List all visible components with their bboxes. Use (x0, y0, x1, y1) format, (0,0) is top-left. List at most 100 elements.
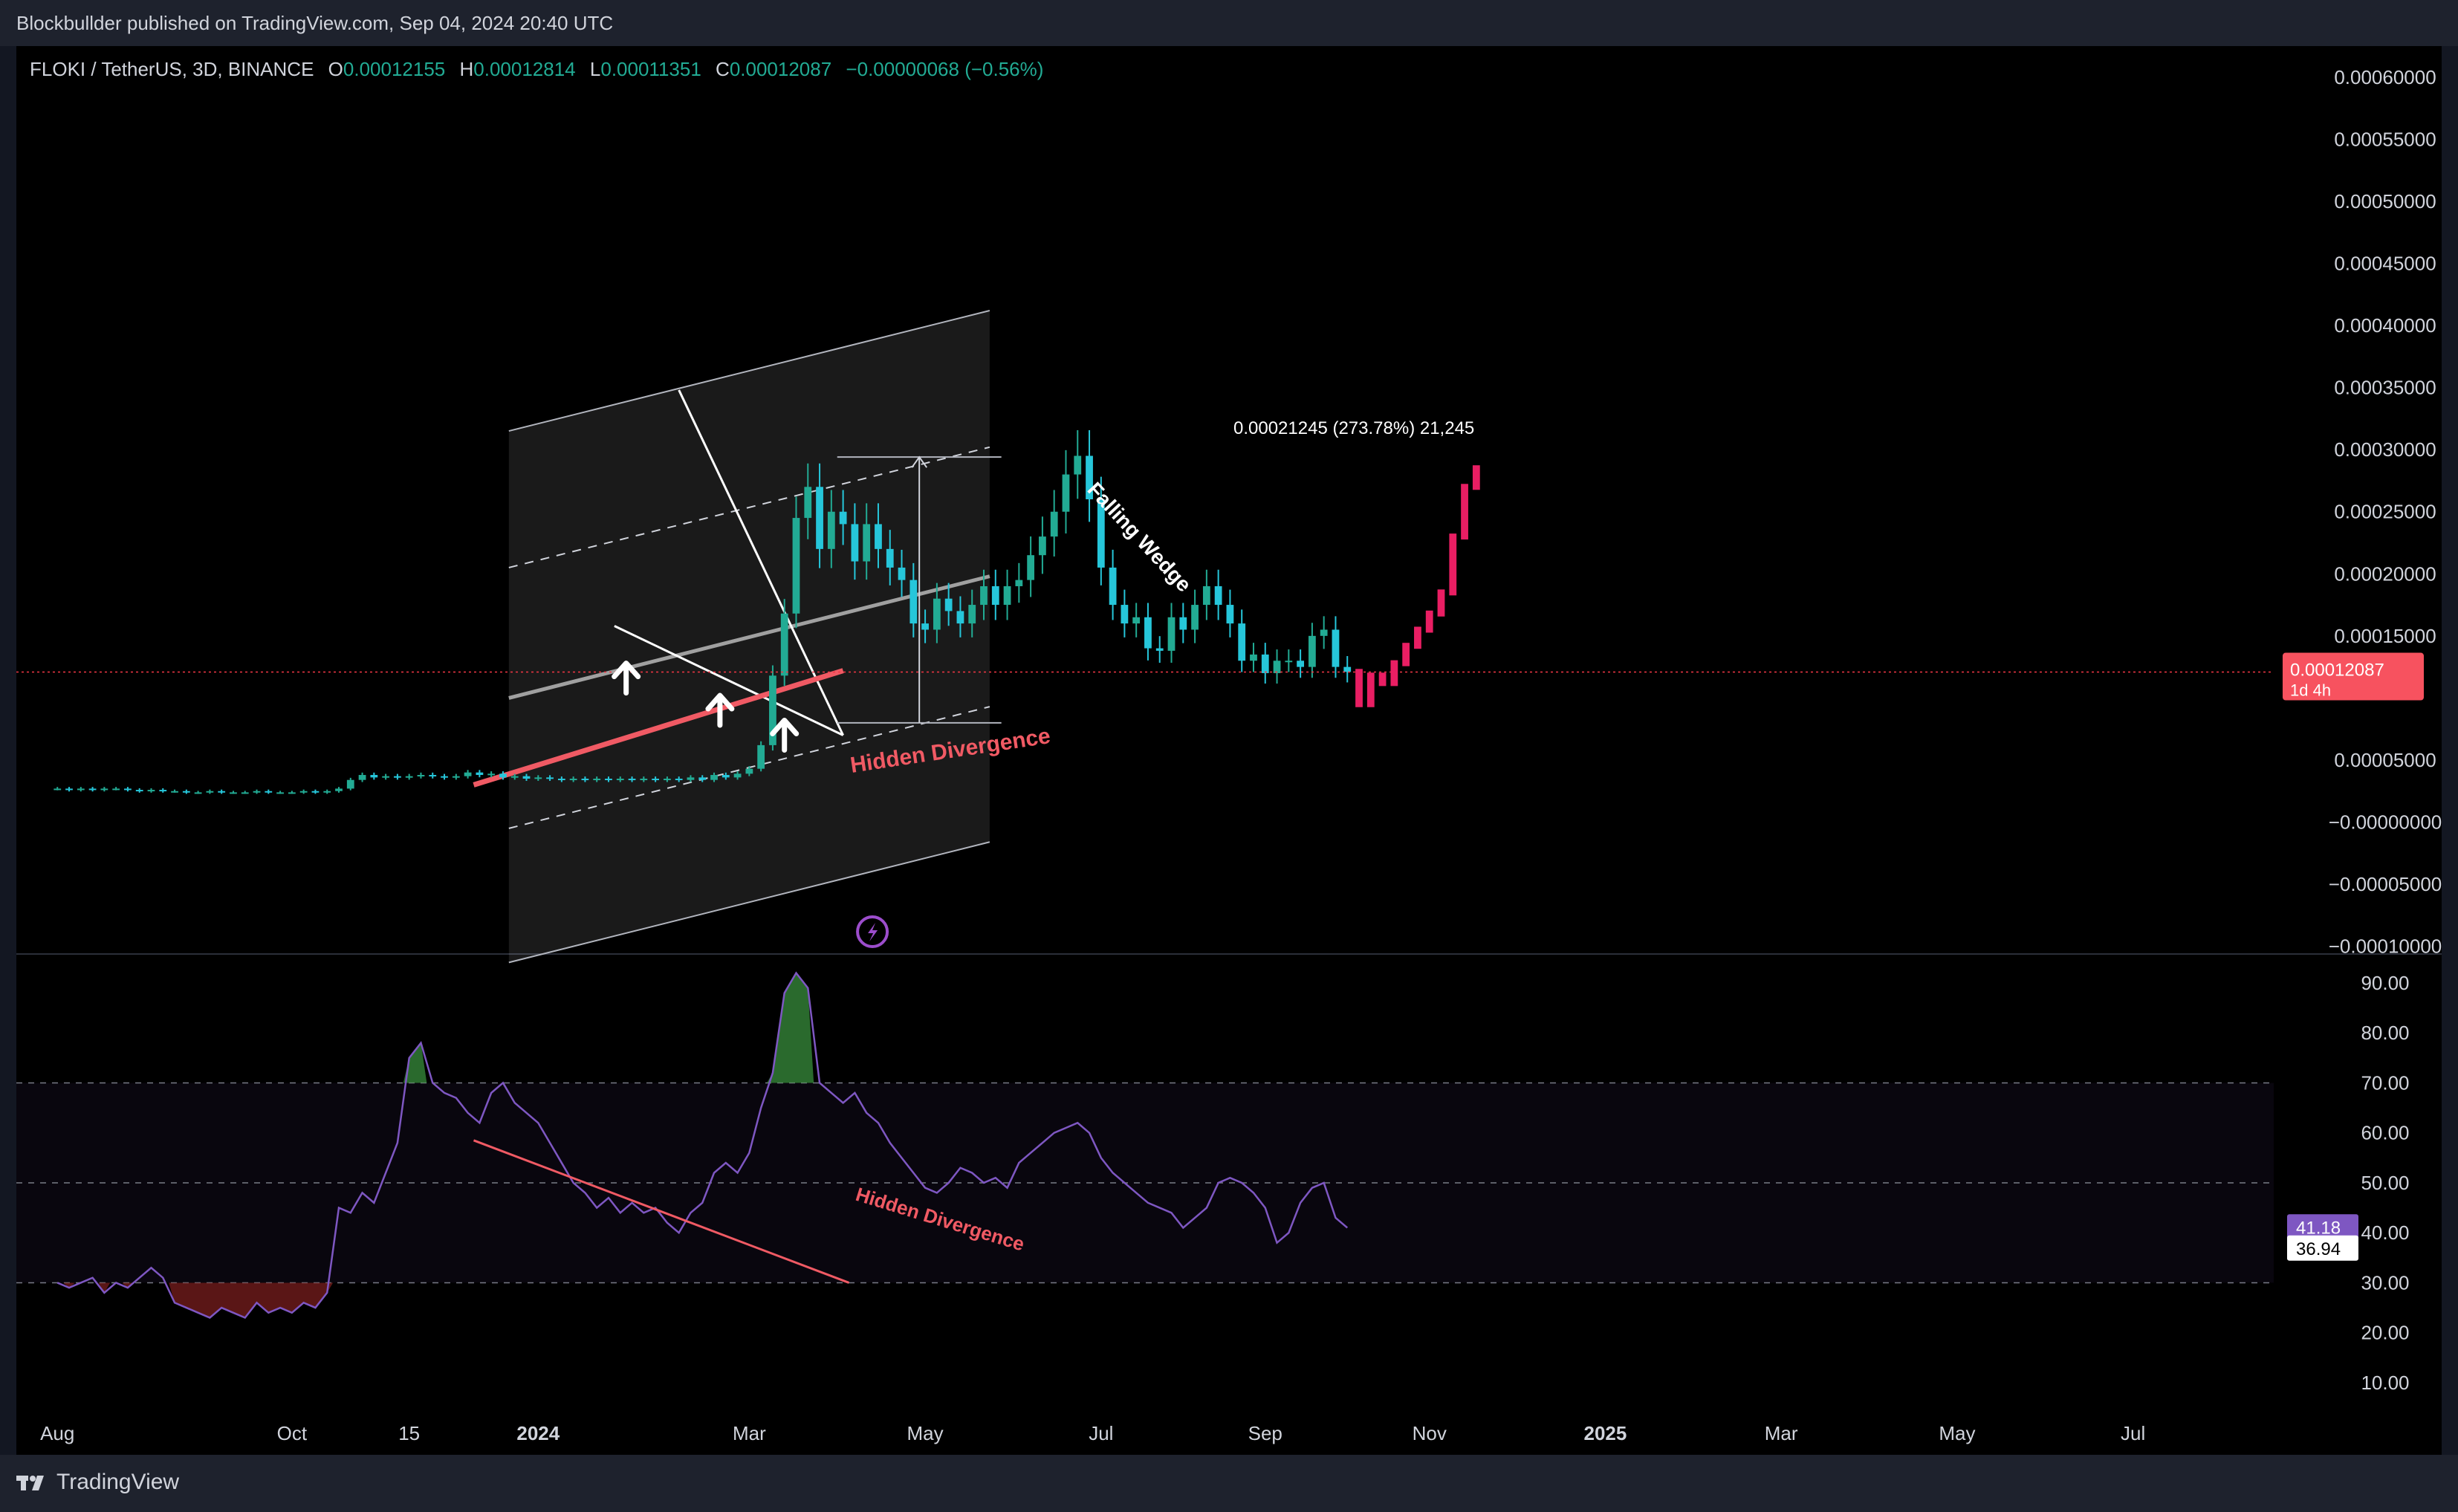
rsi-axis-tick: 10.00 (2361, 1372, 2409, 1394)
candle (171, 791, 178, 793)
time-axis-tick: Mar (1765, 1422, 1798, 1444)
chart-area[interactable] (16, 46, 2442, 1455)
projection-bar (1378, 672, 1387, 687)
tradingview-logo[interactable]: TradingView (16, 1470, 179, 1495)
target-measure-label: 0.00021245 (273.78%) 21,245 (1233, 418, 1474, 438)
candle (253, 791, 261, 793)
candle (346, 779, 354, 789)
projection-bar (1414, 626, 1421, 649)
rsi-oversold-fill (98, 1282, 111, 1293)
candle (1320, 629, 1328, 636)
candle (816, 487, 823, 549)
candle (311, 791, 320, 793)
rsi-axis-tick: 30.00 (2361, 1271, 2409, 1294)
close-label: C (716, 58, 730, 80)
candle (1121, 605, 1129, 624)
candle (1062, 474, 1070, 512)
rsi-axis-tick: 20.00 (2361, 1322, 2409, 1344)
projection-bar (1437, 589, 1445, 617)
candle (851, 524, 859, 562)
change-value: −0.00000068 (−0.56%) (846, 58, 1044, 80)
rsi-axis-tick: 70.00 (2361, 1071, 2409, 1094)
candle (487, 773, 496, 776)
projection-bar (1355, 669, 1363, 707)
candle (909, 580, 918, 624)
candle (839, 511, 847, 525)
candle (218, 791, 226, 793)
candle (710, 775, 718, 780)
candle (1250, 654, 1257, 661)
candle (288, 792, 296, 794)
candle (1332, 629, 1340, 667)
candle (499, 773, 507, 778)
projection-bar (1402, 643, 1410, 666)
hidden-divergence-line-price[interactable] (473, 668, 844, 788)
candle (405, 776, 413, 778)
hidden-divergence-line-rsi[interactable] (473, 1139, 850, 1284)
candle (382, 776, 390, 778)
candle (640, 779, 648, 781)
candle (675, 779, 683, 781)
candle (875, 524, 882, 549)
low-value: 0.00011351 (600, 58, 701, 80)
candle (299, 791, 308, 793)
candle (780, 613, 788, 676)
candle (757, 744, 765, 769)
candle (1109, 567, 1117, 606)
channel-upper-line[interactable] (508, 310, 990, 432)
price-axis-tick: 0.00035000 (2334, 377, 2436, 399)
candle (1039, 536, 1046, 556)
support-arrow-icon (612, 661, 641, 696)
ohlc-legend: FLOKI / TetherUS, 3D, BINANCE O0.0001215… (30, 58, 1043, 81)
candle (335, 788, 343, 791)
open-value: 0.00012155 (343, 58, 446, 80)
candle (698, 777, 707, 780)
channel-lower-line[interactable] (508, 841, 990, 964)
time-axis-tick: Jul (1089, 1422, 1113, 1444)
candle (921, 623, 929, 630)
candle (745, 768, 753, 774)
candle (616, 779, 624, 781)
candle (100, 788, 108, 791)
last-price-label: 0.00012087 (2290, 661, 2384, 681)
candle (933, 598, 941, 630)
countdown-label: 1d 4h (2290, 681, 2331, 700)
candle (1155, 648, 1164, 651)
high-label: H (459, 58, 474, 80)
candle (1273, 661, 1281, 673)
candle (569, 779, 577, 781)
publisher-text: Blockbullder published on TradingView.co… (16, 12, 614, 34)
candle (194, 792, 202, 794)
price-axis-tick: 0.00045000 (2334, 252, 2436, 274)
candle (792, 518, 800, 614)
price-axis-tick: −0.00000000 (2329, 811, 2442, 834)
channel-upper-mid-line[interactable] (508, 446, 990, 568)
candle (1285, 661, 1293, 663)
projection-bar (1425, 610, 1433, 633)
candle (441, 776, 448, 778)
candle (1167, 617, 1176, 651)
price-axis-tick: 0.00030000 (2334, 438, 2436, 461)
time-axis-tick: Nov (1413, 1422, 1447, 1444)
candle (1297, 661, 1305, 667)
time-axis-tick: May (907, 1422, 944, 1444)
candle (147, 790, 155, 792)
candle (1074, 455, 1082, 475)
wedge-lower-line[interactable] (614, 625, 844, 736)
time-axis-tick: Aug (40, 1422, 74, 1444)
rsi-axis-tick: 40.00 (2361, 1221, 2409, 1244)
price-axis-tick: −0.00005000 (2329, 873, 2442, 895)
rsi-axis-tick: 90.00 (2361, 972, 2409, 994)
channel-median-line[interactable] (508, 574, 990, 700)
price-axis-tick: 0.00005000 (2334, 749, 2436, 771)
candle (663, 779, 671, 781)
candle (417, 775, 425, 777)
candle (886, 548, 894, 568)
events-lightning-icon[interactable] (856, 915, 889, 948)
rsi-oversold-fill (169, 1282, 334, 1318)
candle (77, 788, 85, 791)
candle (1097, 499, 1105, 568)
price-axis-tick: −0.00010000 (2329, 935, 2442, 958)
symbol-label[interactable]: FLOKI / TetherUS, 3D, BINANCE (30, 58, 314, 80)
